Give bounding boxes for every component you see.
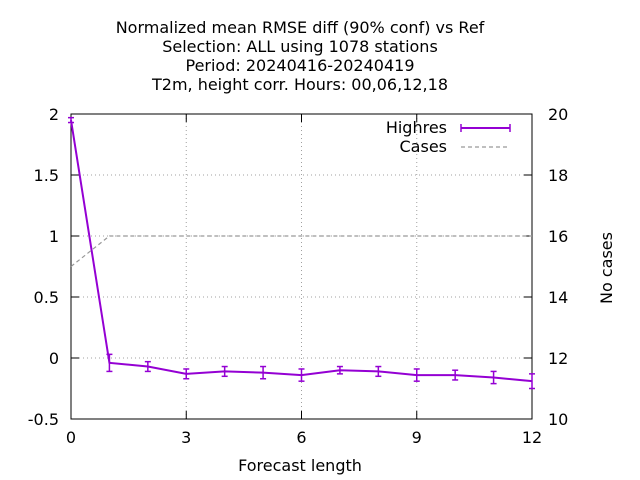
x-tick-label: 3 [181, 428, 191, 447]
series-highres [68, 116, 535, 390]
y2-tick-label: 10 [548, 410, 568, 429]
x-axis-label: Forecast length [238, 456, 362, 475]
chart-title: Normalized mean RMSE diff (90% conf) vs … [116, 18, 485, 94]
tick-labels: -0.5 0 0.5 1 1.5 2 10 12 14 16 18 20 0 3 6 9 12 [28, 105, 569, 447]
y-tick-label: 2 [49, 105, 59, 124]
x-tick-label: 0 [66, 428, 76, 447]
y2-axis-label: No cases [597, 232, 616, 304]
y-tick-label: 1 [49, 227, 59, 246]
x-tick-label: 12 [522, 428, 542, 447]
title-line-2: Selection: ALL using 1078 stations [162, 37, 438, 56]
y-tick-label: 0 [49, 349, 59, 368]
series-cases [70, 235, 532, 267]
y2-tick-label: 12 [548, 349, 568, 368]
title-line-3: Period: 20240416-20240419 [185, 56, 414, 75]
y-tick-label: 0.5 [34, 288, 59, 307]
y2-tick-label: 18 [548, 166, 568, 185]
x-tick-label: 9 [412, 428, 422, 447]
y2-tick-label: 16 [548, 227, 568, 246]
title-line-1: Normalized mean RMSE diff (90% conf) vs … [116, 18, 485, 37]
y-tick-label: 1.5 [34, 166, 59, 185]
y2-tick-label: 20 [548, 105, 568, 124]
x-tick-label: 6 [296, 428, 306, 447]
title-line-4: T2m, height corr. Hours: 00,06,12,18 [151, 75, 448, 94]
legend-label: Cases [400, 137, 448, 156]
series-layer [68, 116, 535, 390]
legend-label: Highres [386, 118, 447, 137]
y-tick-label: -0.5 [28, 410, 59, 429]
legend-item-highres: Highres [386, 118, 511, 137]
legend-item-cases: Cases [400, 137, 510, 156]
series-line-cases [70, 235, 532, 267]
y2-tick-label: 14 [548, 288, 568, 307]
